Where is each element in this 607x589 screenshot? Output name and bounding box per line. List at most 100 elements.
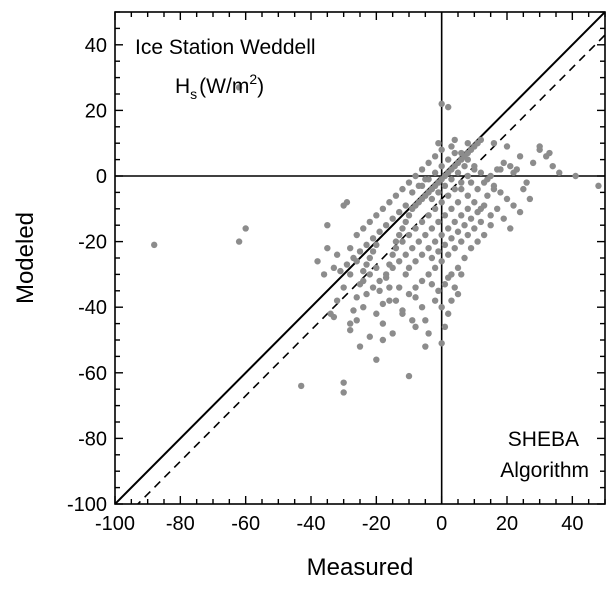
data-point — [435, 287, 442, 294]
data-point — [441, 182, 449, 190]
x-tick-label: -100 — [95, 513, 135, 535]
data-point — [451, 136, 458, 144]
data-point — [415, 182, 422, 190]
data-point — [556, 169, 563, 176]
data-point — [438, 258, 445, 265]
data-point — [454, 169, 462, 176]
data-point — [422, 317, 429, 324]
data-point — [445, 225, 452, 232]
data-point — [360, 225, 367, 232]
data-point — [431, 153, 439, 160]
x-tick-label: 20 — [496, 513, 518, 535]
data-point — [467, 215, 475, 222]
data-point — [516, 208, 524, 216]
data-point — [340, 284, 347, 291]
data-point — [425, 271, 432, 278]
data-point — [507, 225, 514, 232]
data-point — [484, 192, 491, 199]
data-point — [369, 248, 377, 255]
data-point — [409, 244, 416, 252]
y-tick-label: 0 — [96, 166, 107, 188]
data-point — [412, 225, 419, 232]
x-tick-label: 40 — [561, 513, 583, 535]
y-tick-label: -100 — [67, 494, 107, 516]
data-point — [353, 258, 360, 265]
data-point — [431, 297, 439, 304]
data-point — [510, 202, 517, 209]
data-point — [343, 261, 351, 268]
data-point — [438, 146, 445, 153]
data-point — [480, 179, 488, 186]
data-point — [320, 271, 328, 278]
data-point — [435, 140, 442, 147]
data-point — [480, 231, 488, 239]
data-point — [366, 333, 373, 340]
data-point — [151, 241, 158, 249]
data-point — [431, 169, 439, 176]
data-point — [474, 208, 481, 216]
data-point — [386, 284, 393, 291]
data-point — [441, 241, 449, 249]
data-point — [376, 228, 383, 235]
data-point — [409, 317, 416, 324]
data-point — [415, 238, 422, 245]
data-point — [356, 248, 364, 255]
x-tick-label: -20 — [362, 513, 391, 535]
data-point — [435, 218, 442, 226]
data-point — [441, 281, 449, 288]
algorithm-label-line2: Algorithm — [500, 459, 589, 482]
data-point — [396, 258, 403, 265]
data-point — [464, 156, 471, 163]
data-point — [474, 238, 481, 245]
data-point — [438, 199, 445, 206]
data-point — [503, 143, 511, 150]
data-point — [425, 244, 432, 252]
data-point — [490, 185, 498, 193]
data-point — [422, 231, 429, 239]
data-point — [422, 176, 429, 183]
data-point — [337, 267, 344, 275]
data-point — [343, 199, 351, 206]
data-point — [235, 84, 243, 91]
data-point — [464, 192, 471, 199]
data-point — [448, 205, 455, 212]
data-point — [402, 271, 409, 278]
data-point — [503, 195, 511, 203]
data-point — [402, 251, 409, 258]
data-point — [402, 202, 409, 209]
data-point — [379, 205, 387, 212]
data-point — [445, 251, 452, 258]
y-axis-title: Modeled — [12, 212, 39, 304]
data-point — [409, 189, 416, 196]
data-point — [461, 254, 468, 262]
data-point — [405, 264, 413, 272]
data-point — [396, 208, 403, 216]
data-point — [373, 310, 380, 317]
data-point — [438, 340, 445, 347]
data-point — [458, 179, 465, 186]
data-point — [471, 166, 478, 173]
data-point — [494, 205, 501, 212]
data-point — [376, 277, 383, 285]
data-point — [373, 212, 380, 219]
data-point — [477, 169, 485, 176]
data-point — [461, 222, 468, 229]
data-point — [373, 356, 380, 363]
data-point — [366, 254, 373, 262]
data-point — [373, 264, 380, 272]
data-point — [595, 182, 602, 190]
data-point — [490, 140, 498, 147]
y-tick-label: -60 — [78, 363, 107, 385]
data-point — [360, 277, 367, 285]
data-point — [333, 297, 341, 304]
data-point — [451, 218, 458, 226]
data-point — [458, 271, 465, 278]
data-point — [418, 304, 426, 311]
data-point — [333, 251, 341, 258]
data-point — [396, 231, 403, 239]
data-point — [396, 284, 403, 291]
data-point — [431, 238, 439, 245]
data-point — [445, 156, 452, 163]
data-point — [389, 330, 396, 337]
